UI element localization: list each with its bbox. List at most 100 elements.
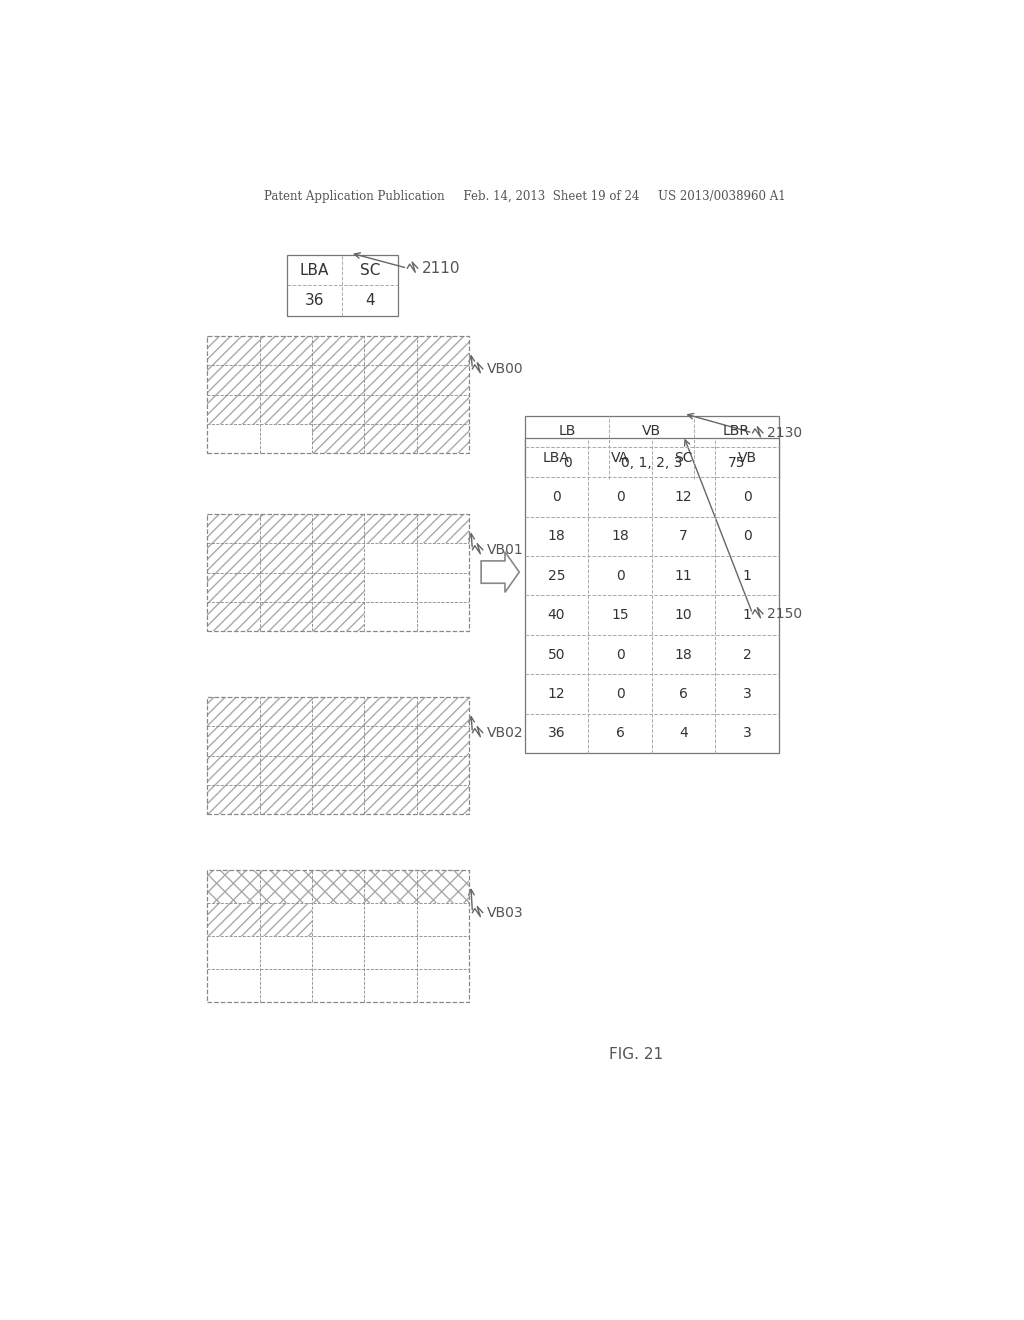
Text: 0: 0 (742, 490, 752, 504)
Text: 18: 18 (548, 529, 565, 544)
Text: VB: VB (642, 424, 662, 438)
Text: 18: 18 (611, 529, 629, 544)
Text: VB02: VB02 (486, 726, 523, 739)
Bar (260, 602, 312, 631)
Text: 0: 0 (552, 490, 561, 504)
Text: VB01: VB01 (486, 543, 523, 557)
Bar (207, 337, 469, 453)
Text: VB03: VB03 (486, 906, 523, 920)
Text: 0: 0 (615, 648, 625, 661)
Bar (260, 697, 312, 726)
Text: 50: 50 (548, 648, 565, 661)
Bar (417, 337, 469, 366)
Bar (207, 544, 260, 573)
Bar (417, 785, 469, 814)
Bar (524, 416, 778, 479)
Text: 1: 1 (742, 569, 752, 582)
Text: 11: 11 (675, 569, 692, 582)
Bar (312, 337, 365, 366)
Bar (207, 903, 260, 936)
Text: VA: VA (611, 450, 629, 465)
Text: 1: 1 (742, 609, 752, 622)
Bar (207, 870, 469, 1002)
Bar (312, 785, 365, 814)
Text: 6: 6 (615, 726, 625, 741)
Bar (312, 697, 365, 726)
Bar (365, 395, 417, 424)
Text: 10: 10 (675, 609, 692, 622)
Text: Patent Application Publication     Feb. 14, 2013  Sheet 19 of 24     US 2013/003: Patent Application Publication Feb. 14, … (264, 190, 785, 202)
Bar (260, 337, 312, 366)
Bar (207, 337, 260, 366)
Text: 0: 0 (563, 455, 571, 470)
Bar (207, 366, 260, 395)
Bar (417, 697, 469, 726)
Text: 3: 3 (742, 726, 752, 741)
Bar (207, 697, 469, 814)
Bar (312, 513, 365, 544)
Text: 36: 36 (305, 293, 325, 308)
FancyArrow shape (481, 552, 519, 593)
Bar (312, 726, 365, 755)
Bar (365, 424, 417, 453)
Text: 25: 25 (548, 569, 565, 582)
Bar (365, 513, 417, 544)
Bar (207, 697, 469, 814)
Text: LBA: LBA (300, 263, 329, 277)
Text: 2: 2 (742, 648, 752, 661)
Bar (207, 602, 260, 631)
Bar (312, 395, 365, 424)
Bar (417, 513, 469, 544)
Bar (207, 573, 260, 602)
Bar (417, 424, 469, 453)
Text: 7: 7 (679, 529, 688, 544)
Bar (365, 337, 417, 366)
Text: LBA: LBA (543, 450, 570, 465)
Bar (417, 870, 469, 903)
Text: 0: 0 (615, 569, 625, 582)
Bar (365, 870, 417, 903)
Bar (260, 366, 312, 395)
Text: 75: 75 (728, 455, 745, 470)
Bar (260, 513, 312, 544)
Text: VB: VB (737, 450, 757, 465)
Text: 15: 15 (611, 609, 629, 622)
Bar (207, 515, 469, 631)
Bar (207, 697, 260, 726)
Bar (207, 515, 469, 631)
Bar (524, 438, 778, 752)
Text: 0: 0 (615, 490, 625, 504)
Text: VB00: VB00 (486, 362, 523, 376)
Text: SC: SC (674, 450, 693, 465)
Bar (365, 366, 417, 395)
Bar (207, 513, 260, 544)
Bar (312, 424, 365, 453)
Text: 3: 3 (742, 686, 752, 701)
Bar (365, 785, 417, 814)
Bar (312, 755, 365, 785)
Text: 0, 1, 2, 3: 0, 1, 2, 3 (622, 455, 682, 470)
Text: 0: 0 (615, 686, 625, 701)
Bar (260, 573, 312, 602)
Bar (365, 726, 417, 755)
Bar (207, 870, 260, 903)
Bar (207, 785, 260, 814)
Bar (207, 755, 260, 785)
Bar (287, 255, 398, 315)
Text: 6: 6 (679, 686, 688, 701)
Bar (312, 573, 365, 602)
Bar (417, 726, 469, 755)
Bar (207, 337, 469, 453)
Bar (260, 395, 312, 424)
Text: 12: 12 (675, 490, 692, 504)
Bar (207, 395, 260, 424)
Bar (207, 726, 260, 755)
Text: 18: 18 (675, 648, 692, 661)
Bar (207, 870, 469, 1002)
Bar (260, 870, 312, 903)
Bar (312, 870, 365, 903)
Bar (417, 366, 469, 395)
Text: SC: SC (359, 263, 380, 277)
Text: 0: 0 (742, 529, 752, 544)
Text: 4: 4 (366, 293, 375, 308)
